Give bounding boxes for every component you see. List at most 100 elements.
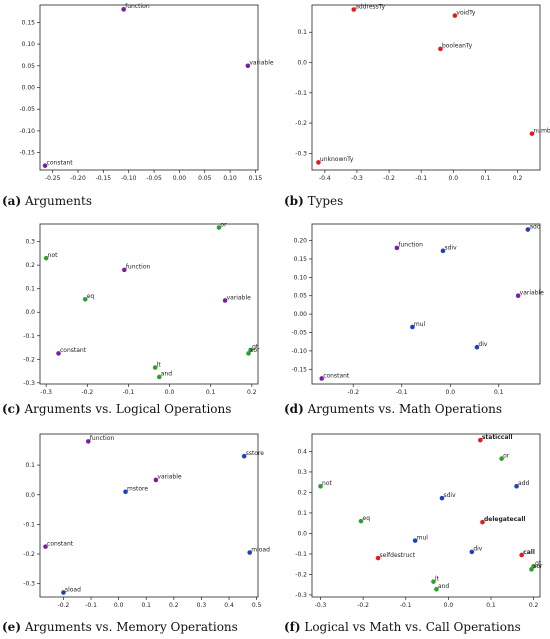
subplot-4: -0.2 -0.1 0.0 0.1 0.2 0.3 0.4 0.5 -0.3 -0.2 -0.1 0.… — [23, 433, 270, 609]
point-staticcall — [478, 437, 483, 443]
plot-frame — [311, 433, 541, 598]
caption-text: Arguments vs. Math Operations — [307, 402, 502, 416]
point-label-function: function — [398, 242, 423, 249]
caption-text: Arguments — [24, 194, 92, 208]
point-eq — [358, 518, 364, 524]
caption-0: (a) Arguments — [2, 194, 92, 208]
point-selfdestruct — [375, 555, 381, 561]
x-tick-label: 0.2 — [247, 389, 257, 396]
point-lt — [152, 365, 158, 370]
point-and — [434, 586, 439, 592]
x-tick-label: -0.05 — [146, 175, 162, 182]
point-voidTy — [452, 13, 458, 18]
y-tick-label: 0.00 — [294, 311, 308, 318]
x-tick-label: -0.1 — [85, 602, 97, 609]
y-tick-label: -0.1 — [295, 90, 307, 97]
point-mload — [247, 550, 253, 555]
point-label-mul: mul — [414, 321, 426, 328]
x-tick-label: -0.20 — [70, 175, 86, 182]
point-label-add: add — [529, 223, 540, 230]
point-mul — [412, 538, 418, 543]
caption-2: (c) Arguments vs. Logical Operations — [2, 402, 231, 416]
point-label-numberTy: numberTy — [533, 127, 550, 134]
point-label-voidTy: voidTy — [456, 9, 475, 16]
point-label-div: div — [473, 546, 482, 553]
point-label-booleanTy: booleanTy — [442, 43, 473, 50]
y-tick-label: -0.2 — [295, 120, 307, 127]
point-label-delegatecall: delegatecall — [484, 516, 526, 523]
y-tick-label: 0.0 — [297, 60, 307, 67]
point-label-add: add — [518, 480, 529, 487]
x-tick-label: 0.05 — [198, 175, 212, 182]
caption-5: (f) Logical vs Math vs. Call Operations — [284, 620, 521, 634]
point-function — [85, 439, 91, 444]
y-tick-label: 0.20 — [294, 238, 308, 245]
y-tick-label: 0.15 — [294, 256, 308, 263]
x-tick-label: -0.10 — [121, 175, 137, 182]
caption-text: Arguments vs. Memory Operations — [24, 620, 238, 634]
x-tick-label: -0.2 — [357, 602, 369, 609]
point-sstore — [241, 453, 247, 459]
point-constant — [56, 351, 61, 356]
subplot-2: -0.3 -0.2 -0.1 0.0 0.1 0.2 -0.3 -0.2 -0.1 0.0 0.1 0… — [23, 221, 260, 396]
x-tick-label: 0.00 — [173, 175, 187, 182]
y-tick-label: -0.2 — [295, 571, 307, 578]
point-label-function: function — [125, 3, 150, 10]
plot-frame — [39, 4, 259, 171]
point-label-mload: mload — [251, 546, 270, 553]
x-tick-label: -0.2 — [347, 389, 359, 396]
point-label-variable: variable — [249, 60, 274, 67]
point-label-constant: constant — [323, 372, 350, 379]
point-constant — [43, 544, 48, 549]
point-function — [122, 267, 127, 273]
caption-text: Types — [308, 194, 344, 208]
y-tick-label: 0.2 — [25, 262, 35, 269]
y-tick-label: 0.10 — [294, 274, 308, 281]
point-label-constant: constant — [47, 540, 74, 547]
y-tick-label: -0.3 — [295, 150, 307, 157]
point-label-staticcall: staticcall — [482, 434, 513, 441]
point-label-xor: xor — [250, 347, 260, 354]
point-label-eq: eq — [363, 515, 371, 522]
x-tick-label: 0.15 — [249, 175, 263, 182]
y-tick-label: 0.1 — [25, 286, 35, 293]
y-tick-label: -0.3 — [23, 380, 35, 387]
point-label-or: or — [220, 221, 227, 228]
plot-frame — [311, 223, 541, 385]
point-label-variable: variable — [520, 290, 545, 297]
y-tick-label: 0.1 — [297, 29, 307, 36]
x-tick-label: 0.4 — [224, 602, 234, 609]
point-label-lt: lt — [157, 361, 162, 368]
subplot-1: -0.4 -0.3 -0.2 -0.1 0.0 0.1 0.2 -0.3 -0.2 -0.1 0.0… — [295, 3, 550, 182]
x-tick-label: 0.0 — [445, 389, 455, 396]
y-tick-label: -0.1 — [23, 521, 35, 528]
x-tick-label: -0.1 — [396, 389, 408, 396]
point-not — [43, 255, 49, 261]
plot-frame — [39, 433, 259, 598]
point-label-or: or — [503, 452, 510, 459]
x-tick-label: 0.2 — [513, 175, 523, 182]
point-booleanTy — [438, 46, 443, 52]
point-xor — [529, 567, 534, 572]
y-tick-label: 0.1 — [25, 462, 35, 469]
point-lt — [431, 579, 436, 584]
caption-text: Logical vs Math vs. Call Operations — [304, 620, 520, 634]
point-variable — [515, 293, 521, 299]
point-label-unknownTy: unknownTy — [320, 156, 354, 163]
caption-letter: (a) — [2, 194, 21, 208]
y-tick-label: -0.3 — [23, 581, 35, 588]
point-label-mstore: mstore — [127, 486, 148, 493]
y-tick-label: -0.10 — [19, 128, 35, 135]
point-label-div: div — [478, 341, 487, 348]
x-tick-label: 0.1 — [481, 175, 491, 182]
point-label-sdiv: sdiv — [443, 492, 456, 499]
y-tick-label: 0.4 — [297, 448, 307, 455]
x-tick-label: -0.2 — [383, 175, 395, 182]
x-tick-label: -0.15 — [96, 175, 112, 182]
point-label-sstore: sstore — [246, 450, 265, 457]
y-tick-label: 0.3 — [25, 239, 35, 246]
point-numberTy — [529, 131, 535, 136]
x-tick-label: -0.3 — [40, 389, 52, 396]
caption-text: Arguments vs. Logical Operations — [24, 402, 232, 416]
